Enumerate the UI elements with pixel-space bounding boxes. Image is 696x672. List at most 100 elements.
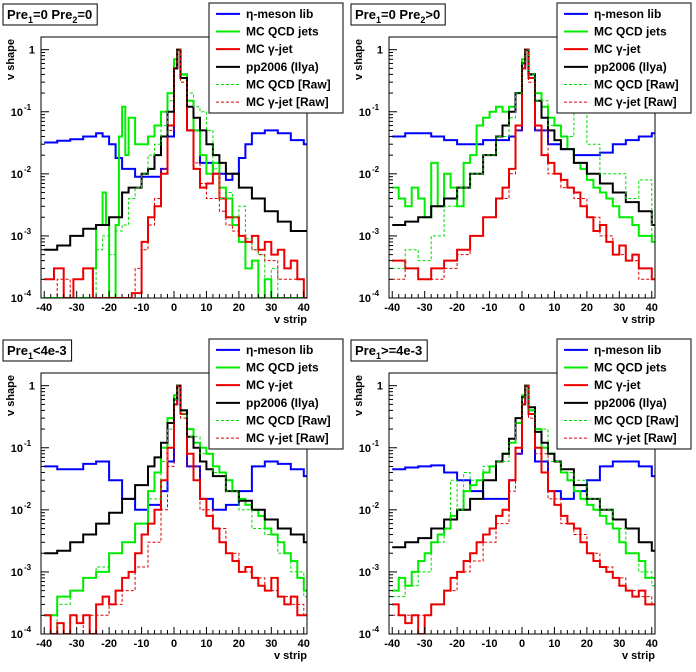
series-line-mc_gamma_raw [392, 385, 655, 616]
x-axis-label: v strip [622, 314, 655, 326]
x-tick-label: -10 [482, 638, 498, 650]
legend: η-meson lib MC QCD jets MC γ-jet pp2006 (Il… [208, 2, 344, 114]
x-tick-label: 0 [519, 302, 525, 314]
series-line-pp2006 [44, 48, 307, 251]
legend-entry: pp2006 (Ilya) [246, 396, 319, 410]
x-tick-label: -10 [482, 302, 498, 314]
x-tick-label: 10 [200, 302, 212, 314]
legend-entry: MC γ-jet [594, 378, 641, 392]
legend-entry: MC γ-jet [Raw] [246, 431, 329, 445]
legend-entry: MC γ-jet [594, 42, 641, 56]
x-tick-label: -20 [101, 638, 117, 650]
legend-entry: MC QCD [Raw] [594, 78, 679, 92]
legend-entry: pp2006 (Ilya) [594, 396, 667, 410]
legend-entry: pp2006 (Ilya) [594, 60, 667, 74]
x-tick-label: -40 [384, 302, 400, 314]
legend-entry: η-meson lib [594, 7, 661, 21]
x-tick-label: -40 [384, 638, 400, 650]
x-tick-label: -30 [417, 638, 433, 650]
x-tick-label: -10 [134, 302, 150, 314]
x-tick-label: -30 [417, 302, 433, 314]
y-axis-label: v shape [353, 39, 365, 80]
y-tick-label: 1 [377, 45, 383, 57]
x-tick-label: 30 [265, 302, 277, 314]
title-box [350, 3, 446, 26]
y-tick-label: 10 [11, 231, 23, 243]
x-tick-label: 40 [298, 638, 310, 650]
y-tick-exponent: -3 [24, 563, 32, 572]
panel-title: Pre1=0 Pre2=0 [2, 3, 98, 26]
legend-entry: η-meson lib [246, 343, 313, 357]
legend-entry: η-meson lib [246, 7, 313, 21]
x-tick-label: -40 [36, 302, 52, 314]
y-tick-label: 10 [11, 567, 23, 579]
legend-box [208, 338, 344, 450]
x-tick-label: 30 [613, 638, 625, 650]
y-tick-exponent: -1 [24, 439, 32, 448]
x-tick-label: 20 [233, 638, 245, 650]
y-tick-label: 10 [359, 505, 371, 517]
legend-entry: MC QCD jets [246, 25, 319, 39]
y-tick-label: 10 [11, 169, 23, 181]
y-tick-exponent: -1 [372, 103, 380, 112]
x-tick-label: 20 [581, 638, 593, 650]
panel-title: Pre1>=4e-3 [350, 339, 428, 362]
series-group [392, 384, 655, 634]
series-line-mc_qcd_raw [44, 49, 307, 298]
y-tick-exponent: -4 [372, 289, 380, 298]
legend-entry: MC QCD [Raw] [246, 78, 331, 92]
y-tick-exponent: -2 [372, 501, 380, 510]
y-tick-exponent: -4 [24, 625, 32, 634]
series-line-mc_qcd [392, 48, 655, 243]
series-group [44, 48, 307, 298]
legend-entry: MC QCD [Raw] [594, 414, 679, 428]
legend-entry: η-meson lib [594, 343, 661, 357]
y-tick-label: 10 [11, 443, 23, 455]
legend-entry: MC γ-jet [246, 378, 293, 392]
title-box [350, 339, 428, 362]
y-tick-exponent: -1 [372, 439, 380, 448]
x-axis-label: v strip [622, 650, 655, 662]
y-tick-label: 10 [359, 293, 371, 305]
y-tick-label: 10 [11, 107, 23, 119]
x-tick-label: -20 [449, 302, 465, 314]
legend-box [556, 2, 692, 114]
legend-entry: MC γ-jet [Raw] [594, 431, 677, 445]
x-tick-label: -20 [101, 302, 117, 314]
x-tick-label: -10 [134, 638, 150, 650]
series-group [392, 48, 655, 281]
legend-entry: pp2006 (Ilya) [246, 60, 319, 74]
x-tick-label: 20 [581, 302, 593, 314]
x-tick-label: 30 [613, 302, 625, 314]
y-tick-label: 1 [377, 381, 383, 393]
x-tick-label: 10 [548, 302, 560, 314]
x-tick-label: 0 [519, 638, 525, 650]
panel-title: Pre1=0 Pre2>0 [350, 3, 446, 26]
series-group [44, 384, 307, 634]
y-tick-exponent: -3 [372, 227, 380, 236]
y-tick-exponent: -4 [24, 289, 32, 298]
y-tick-label: 10 [11, 293, 23, 305]
panel-title: Pre1<4e-3 [2, 339, 73, 362]
title-box [2, 3, 98, 26]
y-tick-exponent: -2 [24, 501, 32, 510]
y-tick-label: 1 [29, 45, 35, 57]
x-tick-label: 40 [646, 638, 658, 650]
y-tick-exponent: -3 [24, 227, 32, 236]
legend: η-meson lib MC QCD jets MC γ-jet pp2006 (Il… [556, 338, 692, 450]
y-tick-label: 10 [11, 505, 23, 517]
y-tick-exponent: -2 [24, 165, 32, 174]
series-line-mc_qcd [392, 384, 655, 592]
y-tick-label: 10 [359, 231, 371, 243]
x-axis-label: v strip [274, 314, 307, 326]
legend-entry: MC γ-jet [246, 42, 293, 56]
x-tick-label: -40 [36, 638, 52, 650]
legend-entry: MC γ-jet [Raw] [246, 95, 329, 109]
series-line-mc_gamma [44, 48, 307, 298]
y-tick-exponent: -4 [372, 625, 380, 634]
x-tick-label: 0 [171, 302, 177, 314]
y-tick-label: 10 [359, 107, 371, 119]
x-tick-label: 30 [265, 638, 277, 650]
